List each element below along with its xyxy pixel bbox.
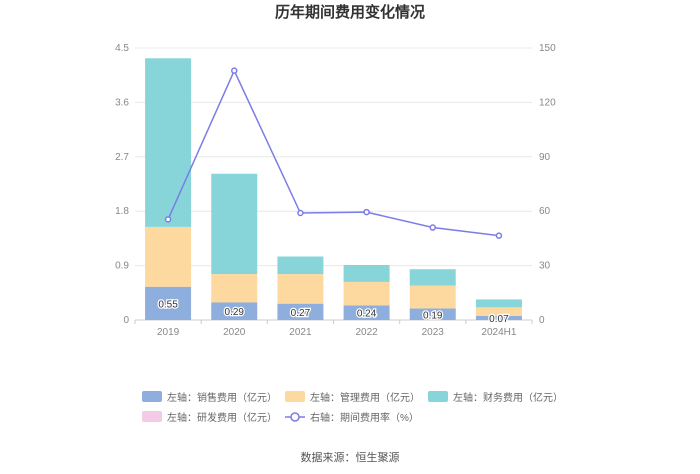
right-tick-label: 90: [539, 152, 551, 163]
legend-label: 右轴：期间费用率（%）: [310, 411, 419, 424]
rate-point[interactable]: [231, 67, 238, 74]
legend-label: 左轴：销售费用（亿元）: [167, 391, 277, 404]
bar-segment[interactable]: [145, 226, 192, 287]
legend-item[interactable]: 左轴：财务费用（亿元）: [428, 391, 563, 404]
legend-swatch: [285, 391, 305, 402]
bar-value-label: 0.19: [423, 310, 443, 321]
bar-segment[interactable]: [343, 281, 390, 306]
bar-segment[interactable]: [409, 285, 456, 309]
legend-swatch: [142, 411, 162, 422]
legend-item[interactable]: 右轴：期间费用率（%）: [285, 411, 419, 424]
right-axis: 0 30 60 90 120 150: [539, 43, 556, 326]
bar-segment[interactable]: [475, 299, 522, 308]
legend-item[interactable]: 左轴：研发费用（亿元）: [142, 411, 277, 424]
bar-segment[interactable]: [277, 256, 324, 275]
x-tick-label: 2020: [223, 327, 246, 338]
bar-segment[interactable]: [211, 173, 258, 275]
left-tick-label: 2.7: [115, 152, 129, 163]
bar-segment[interactable]: [145, 58, 192, 227]
legend-marker: [290, 412, 300, 422]
bar-segment[interactable]: [475, 307, 522, 316]
bar-segment[interactable]: [409, 308, 456, 320]
bar-value-label: 0.27: [291, 308, 311, 319]
bar-segment[interactable]: [343, 264, 390, 282]
legend-swatch: [142, 391, 162, 402]
legend-item[interactable]: 左轴：管理费用（亿元）: [285, 391, 420, 404]
legend-item[interactable]: 左轴：销售费用（亿元）: [142, 391, 277, 404]
rate-line-series: [164, 67, 503, 239]
bar-segment[interactable]: [145, 286, 192, 320]
rate-point[interactable]: [164, 216, 172, 223]
left-tick-label: 0.9: [115, 261, 129, 272]
x-tick-label: 2022: [355, 327, 378, 338]
rate-point[interactable]: [363, 208, 370, 216]
chart-title: 历年期间费用变化情况: [275, 3, 425, 21]
bar-segment[interactable]: [277, 303, 324, 320]
right-tick-label: 0: [539, 315, 545, 326]
left-tick-label: 1.8: [115, 206, 129, 217]
bar-segment[interactable]: [211, 302, 258, 320]
bar-labels: 0.55 0.29 0.27 0.24 0.19 0.07: [157, 298, 510, 326]
bar-series: [145, 58, 522, 320]
bar-value-label: 0.55: [158, 299, 178, 310]
bar-segment[interactable]: [343, 305, 390, 320]
source-note: 数据来源：恒生聚源: [301, 450, 400, 464]
rate-point[interactable]: [429, 224, 436, 231]
legend-label: 左轴：财务费用（亿元）: [453, 391, 563, 404]
bar-segment[interactable]: [277, 274, 324, 304]
left-axis: 0 0.9 1.8 2.7 3.6 4.5: [115, 43, 129, 326]
left-tick-label: 3.6: [115, 97, 129, 108]
x-tick-label: 2024H1: [481, 327, 516, 338]
legend: 左轴：销售费用（亿元） 左轴：管理费用（亿元） 左轴：财务费用（亿元） 左轴：研发费用…: [142, 391, 563, 424]
x-tick-label: 2021: [289, 327, 312, 338]
bar-value-label: 0.29: [225, 307, 245, 318]
bar-segment[interactable]: [211, 274, 258, 303]
left-tick-label: 0: [123, 315, 129, 326]
right-tick-label: 60: [539, 206, 551, 217]
legend-swatch: [428, 391, 448, 402]
right-tick-label: 30: [539, 261, 551, 272]
x-axis: 2019 2020 2021 2022 2023 2024H1: [134, 320, 533, 338]
right-tick-label: 150: [539, 43, 556, 54]
x-tick-label: 2019: [157, 327, 180, 338]
rate-line: [167, 68, 500, 237]
left-tick-label: 4.5: [115, 43, 129, 54]
x-tick-label: 2023: [422, 327, 445, 338]
rate-point[interactable]: [495, 232, 503, 239]
right-tick-label: 120: [539, 97, 556, 108]
legend-label: 左轴：研发费用（亿元）: [167, 411, 277, 424]
grid-lines: [135, 47, 532, 321]
legend-label: 左轴：管理费用（亿元）: [310, 391, 420, 404]
bar-value-label: 0.24: [357, 309, 377, 320]
bar-value-label: 0.07: [489, 314, 509, 325]
rate-point[interactable]: [297, 209, 304, 217]
bar-segment[interactable]: [475, 315, 522, 320]
bar-segment[interactable]: [409, 269, 456, 286]
